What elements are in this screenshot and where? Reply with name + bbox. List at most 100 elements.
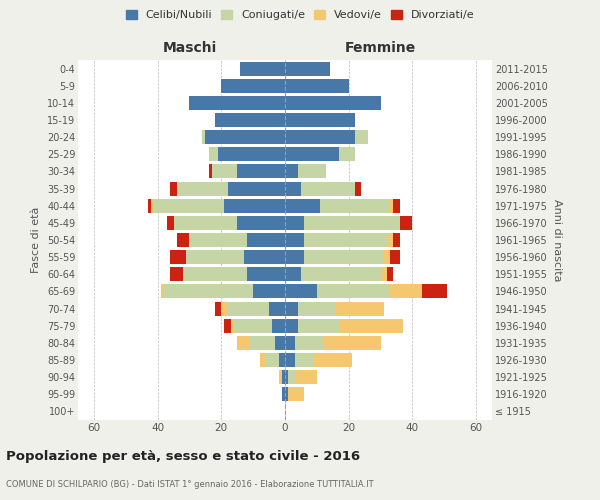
Bar — [320, 198, 390, 212]
Bar — [170, 268, 183, 281]
Bar — [167, 216, 173, 230]
Bar — [355, 182, 361, 196]
Bar — [304, 250, 384, 264]
Bar — [285, 62, 329, 76]
Bar — [390, 250, 400, 264]
Bar — [285, 198, 320, 212]
Bar — [221, 78, 285, 92]
Bar — [190, 96, 285, 110]
Bar — [224, 198, 285, 212]
Bar — [285, 353, 295, 367]
Y-axis label: Anni di nascita: Anni di nascita — [551, 198, 562, 281]
Bar — [285, 233, 304, 247]
Bar — [323, 336, 380, 350]
Bar — [241, 62, 285, 76]
Legend: Celibi/Nubili, Coniugati/e, Vedovi/e, Divorziati/e: Celibi/Nubili, Coniugati/e, Vedovi/e, Di… — [121, 6, 479, 25]
Bar — [304, 233, 387, 247]
Bar — [170, 250, 186, 264]
Bar — [151, 198, 154, 212]
Bar — [393, 198, 400, 212]
Bar — [212, 164, 237, 178]
Bar — [234, 318, 272, 332]
Bar — [177, 182, 227, 196]
Bar — [250, 336, 275, 350]
Bar — [177, 233, 190, 247]
Bar — [285, 148, 339, 162]
Bar — [285, 78, 349, 92]
Text: Popolazione per età, sesso e stato civile - 2016: Popolazione per età, sesso e stato civil… — [6, 450, 360, 463]
Bar — [183, 268, 247, 281]
Bar — [260, 353, 266, 367]
Bar — [339, 318, 403, 332]
Bar — [202, 130, 205, 144]
Bar — [400, 216, 412, 230]
Bar — [237, 216, 285, 230]
Bar — [237, 336, 250, 350]
Bar — [285, 130, 355, 144]
Bar — [215, 302, 221, 316]
Bar — [387, 233, 393, 247]
Bar — [298, 318, 339, 332]
Bar — [282, 370, 285, 384]
Bar — [285, 302, 298, 316]
Bar — [190, 233, 247, 247]
Y-axis label: Fasce di età: Fasce di età — [31, 207, 41, 273]
Bar — [244, 250, 285, 264]
Bar — [298, 164, 326, 178]
Bar — [285, 388, 288, 402]
Text: Maschi: Maschi — [163, 41, 217, 55]
Bar — [285, 216, 304, 230]
Bar — [285, 370, 288, 384]
Bar — [218, 148, 285, 162]
Bar — [295, 336, 323, 350]
Bar — [269, 302, 285, 316]
Bar — [148, 198, 151, 212]
Bar — [209, 164, 212, 178]
Bar — [288, 388, 304, 402]
Bar — [278, 370, 282, 384]
Bar — [231, 318, 234, 332]
Bar — [393, 233, 400, 247]
Bar — [170, 182, 177, 196]
Bar — [339, 148, 355, 162]
Bar — [247, 233, 285, 247]
Bar — [272, 318, 285, 332]
Bar — [384, 250, 390, 264]
Bar — [173, 216, 237, 230]
Bar — [336, 302, 384, 316]
Bar — [285, 268, 301, 281]
Bar — [253, 284, 285, 298]
Bar — [282, 388, 285, 402]
Bar — [295, 370, 317, 384]
Bar — [422, 284, 448, 298]
Bar — [205, 130, 285, 144]
Bar — [301, 182, 355, 196]
Bar — [301, 268, 380, 281]
Bar — [209, 148, 218, 162]
Bar — [247, 268, 285, 281]
Bar — [215, 113, 285, 127]
Bar — [285, 284, 317, 298]
Bar — [224, 318, 231, 332]
Bar — [237, 164, 285, 178]
Bar — [278, 353, 285, 367]
Bar — [221, 302, 227, 316]
Bar — [387, 268, 393, 281]
Bar — [285, 96, 380, 110]
Bar — [154, 198, 224, 212]
Bar — [275, 336, 285, 350]
Bar — [304, 216, 400, 230]
Bar — [227, 182, 285, 196]
Bar — [390, 198, 393, 212]
Bar — [186, 250, 244, 264]
Text: COMUNE DI SCHILPARIO (BG) - Dati ISTAT 1° gennaio 2016 - Elaborazione TUTTITALIA: COMUNE DI SCHILPARIO (BG) - Dati ISTAT 1… — [6, 480, 374, 489]
Bar — [266, 353, 278, 367]
Bar — [285, 113, 355, 127]
Bar — [285, 336, 295, 350]
Bar — [285, 164, 298, 178]
Bar — [285, 182, 301, 196]
Bar — [314, 353, 352, 367]
Bar — [288, 370, 295, 384]
Bar — [285, 250, 304, 264]
Bar — [355, 130, 368, 144]
